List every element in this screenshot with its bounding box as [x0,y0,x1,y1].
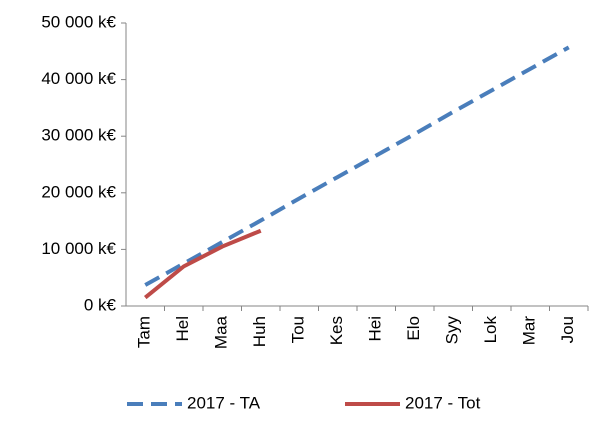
y-tick-label: 0 k€ [84,295,117,314]
series-line [143,228,262,300]
x-tick-label: Tam [135,316,154,348]
x-tick-label: Lok [481,316,500,344]
x-tick-label: Elo [404,316,423,341]
y-tick-label: 30 000 k€ [41,126,116,145]
x-tick-label: Hei [366,316,385,342]
y-tick-label: 10 000 k€ [41,239,116,258]
x-tick-label: Jou [558,316,577,343]
x-tick-label: Syy [443,316,462,345]
series-line [144,45,570,287]
y-tick-label: 20 000 k€ [41,182,116,201]
x-tick-label: Hel [173,316,192,342]
x-tick-label: Mar [520,316,539,346]
x-tick-label: Maa [212,315,231,349]
legend-label: 2017 - Tot [405,393,481,412]
y-tick-label: 50 000 k€ [41,12,116,31]
x-tick-label: Huh [250,316,269,347]
x-tick-label: Kes [327,316,346,345]
legend-label: 2017 - TA [187,393,261,412]
y-tick-label: 40 000 k€ [41,69,116,88]
x-tick-label: Tou [289,316,308,343]
